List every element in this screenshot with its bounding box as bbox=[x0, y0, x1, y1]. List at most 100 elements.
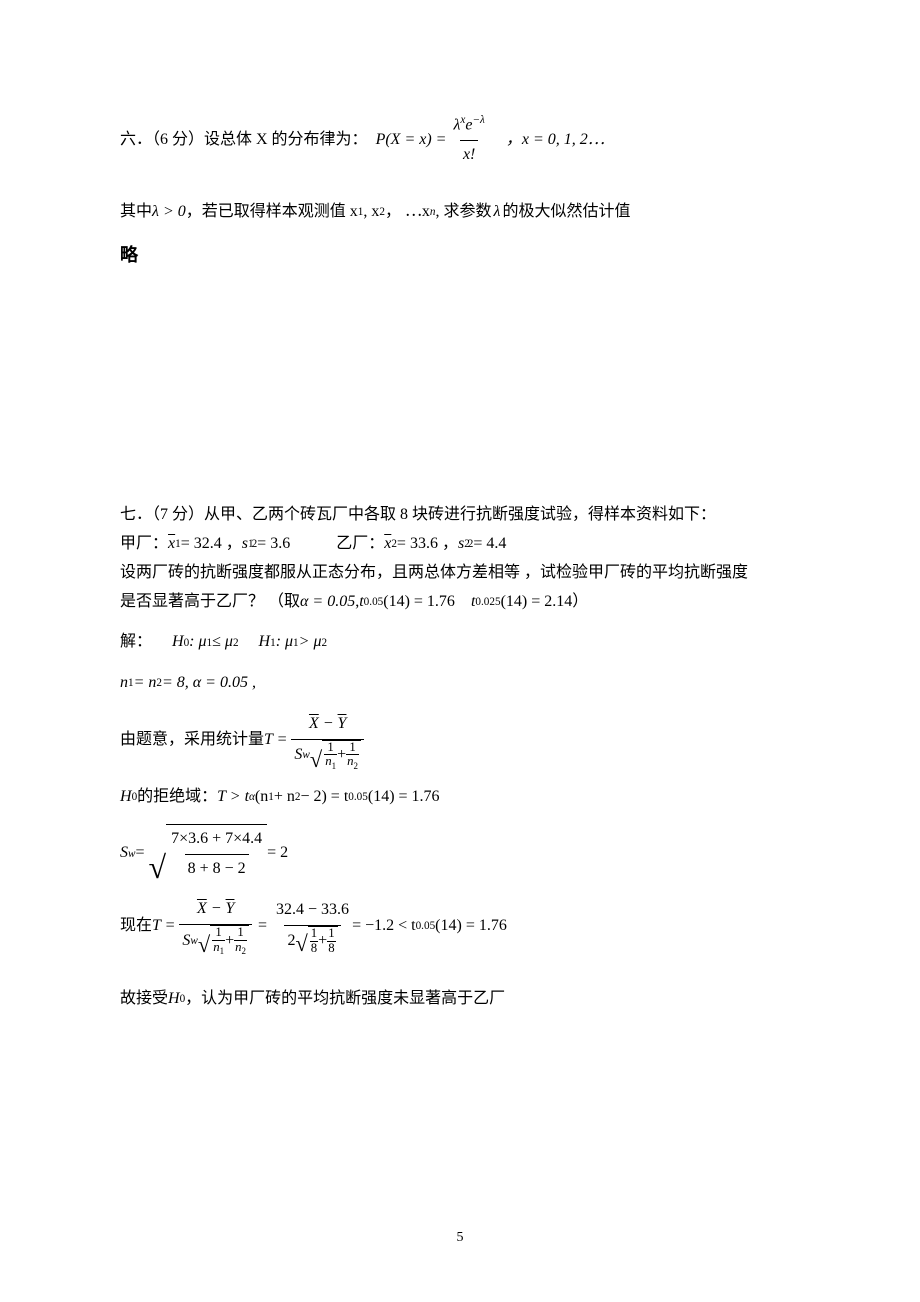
q7-t005sub: 0.05 bbox=[364, 592, 384, 612]
q7-Swsub2: w bbox=[128, 844, 135, 864]
q7-H0rsub: 0 bbox=[132, 787, 138, 807]
q7-sq1-n2: n bbox=[347, 754, 353, 768]
q7-sq1-1n2: 1 bbox=[348, 741, 356, 754]
q6-intro-b-b: ，若已取得样本观测值 x bbox=[186, 198, 358, 227]
q7-mu2a: 2 bbox=[233, 633, 239, 653]
q6-intro-b-e: , 求参数 bbox=[436, 198, 492, 227]
q7-final-t005: 0.05 bbox=[416, 916, 436, 936]
q7-sw-line: Sw = √ 7×3.6 + 7×4.4 8 + 8 − 2 = 2 bbox=[120, 824, 800, 884]
q7-stat-line: 由题意，采用统计量 T = X − Y Sw √ 1n1 + 1n2 bbox=[120, 710, 800, 771]
q7-conclude-b: ，认为甲厂砖的平均抗断强度未显著高于乙厂 bbox=[185, 985, 505, 1014]
q7-rt005: 0.05 bbox=[348, 787, 368, 807]
q7-s2-eq: = 4.4 bbox=[473, 530, 506, 559]
q7-Swsub1: w bbox=[302, 745, 309, 765]
q7-intro: 七．（7 分）从甲、乙两个砖瓦厂中各取 8 块砖进行抗断强度试验，得样本资料如下… bbox=[120, 501, 800, 530]
q7-solve-label: 解： bbox=[120, 628, 152, 657]
q7-plus3: + bbox=[318, 927, 327, 956]
q6-intro-b-d: ， ⋯x bbox=[385, 198, 430, 227]
q7-sq2-n2s: 2 bbox=[242, 946, 246, 956]
q7-gt: > μ bbox=[299, 628, 322, 657]
q7-Ybar2: Y bbox=[226, 900, 235, 917]
q7-minus2: − bbox=[207, 900, 226, 917]
q7-H1: H bbox=[259, 628, 271, 657]
q7-now: 现在 bbox=[120, 912, 152, 941]
q7-Xbar2: X bbox=[197, 900, 207, 917]
page: 六．（6 分）设总体 X 的分布律为： P(X = x) = λxe−λ x! … bbox=[0, 0, 920, 1302]
q7-H0body: : μ bbox=[189, 628, 206, 657]
q7-x2-eq: = 33.6 ， bbox=[397, 530, 458, 559]
q7-reject-c: + n bbox=[274, 783, 295, 812]
q7-H0sub: 0 bbox=[184, 633, 190, 653]
q7-le: ≤ μ bbox=[212, 628, 233, 657]
q7-sw-den: 8 + 8 − 2 bbox=[185, 854, 249, 884]
q7-calc-num2: 32.4 − 33.6 bbox=[273, 896, 352, 925]
q7-Ybar: Y bbox=[338, 715, 347, 732]
q7-sq2-n2: n bbox=[235, 940, 241, 954]
q7-final-tail: (14) = 1.76 bbox=[435, 912, 507, 941]
q7-reject-d: − 2) = t bbox=[300, 783, 348, 812]
q7-Swsub3: w bbox=[190, 931, 197, 951]
q7-numfrac: 32.4 − 33.6 2 √ 18 + 18 bbox=[273, 896, 352, 956]
q6-line2: 其中 λ > 0 ，若已取得样本观测值 x1 , x2 ， ⋯xn , 求参数 … bbox=[120, 198, 800, 227]
q7-x1-eq: = 32.4 ， bbox=[181, 530, 242, 559]
q7-H1body: : μ bbox=[276, 628, 293, 657]
q7-calc-line: 现在 T = X − Y Sw √ 1n1 + 1n2 = 32.4 bbox=[120, 895, 800, 956]
q7-jia-label: 甲厂： bbox=[120, 530, 168, 559]
q7-sw-num: 7×3.6 + 7×4.4 bbox=[168, 825, 265, 854]
q7-H1sub: 1 bbox=[270, 633, 276, 653]
q7-plus2: + bbox=[225, 927, 234, 956]
q7-s2sup: 2 bbox=[468, 534, 474, 554]
q7-sqrt3: √ 18 + 18 bbox=[295, 926, 337, 956]
q7-H0: H bbox=[172, 628, 184, 657]
q7-n1sub: 1 bbox=[128, 673, 134, 693]
q7-reject-line: H0 的拒绝域： T > tα (n1 + n2 − 2) = t0.05 (1… bbox=[120, 783, 800, 812]
q7-yi-label: 乙厂： bbox=[336, 530, 384, 559]
q6-lambda: λ bbox=[494, 198, 501, 227]
q7-minus1: − bbox=[319, 715, 338, 732]
q7-T-frac2: X − Y Sw √ 1n1 + 1n2 bbox=[179, 895, 252, 956]
q7-t005arg: (14) = 1.76 bbox=[383, 588, 455, 617]
q7-sq2-n1: n bbox=[213, 940, 219, 954]
q7-hypotheses: 解： H0 : μ1 ≤ μ2 H1 : μ1 > μ2 bbox=[120, 628, 800, 657]
q7-x1bar-sub: 1 bbox=[175, 534, 181, 554]
q7-data-line: 甲厂： x1 = 32.4 ， s12 = 3.6 乙厂： x2 = 33.6 … bbox=[120, 530, 800, 559]
q7-mu2b: 2 bbox=[321, 633, 327, 653]
q6-lambda-cond: λ > 0 bbox=[152, 198, 186, 227]
q7-cond-b-post: ） bbox=[572, 588, 588, 617]
q7-sw-sqrt: √ 7×3.6 + 7×4.4 8 + 8 − 2 bbox=[149, 824, 268, 884]
q7-conclude-a: 故接受 bbox=[120, 985, 168, 1014]
q7-sq2-n1s: 1 bbox=[220, 946, 224, 956]
q7-T-eq2: T = bbox=[152, 912, 175, 941]
q7-eight1: 8 bbox=[310, 941, 318, 955]
q7-sqrt1: √ 1n1 + 1n2 bbox=[310, 740, 361, 771]
q7-sq1-1n: 1 bbox=[326, 741, 334, 754]
q7-H0c: H bbox=[168, 985, 180, 1014]
q7-s1sup: 2 bbox=[252, 534, 258, 554]
q7-cond-b: 是否显著高于乙厂？ （取 α = 0.05 , t0.05(14) = 1.76… bbox=[120, 588, 800, 617]
q7-reject-ineq: T > t bbox=[217, 783, 249, 812]
q6-fraction: λxe−λ x! bbox=[450, 110, 487, 170]
q6-sub1: 1 bbox=[358, 202, 364, 222]
q7-s1-eq: = 3.6 bbox=[257, 530, 290, 559]
q6-sub2: 2 bbox=[379, 202, 385, 222]
q6-answer: 略 bbox=[120, 239, 800, 271]
q6-num-exp: x bbox=[460, 114, 465, 126]
q7-Sw2: S bbox=[120, 839, 128, 868]
q7-sq1-n2s: 2 bbox=[354, 761, 358, 771]
q7-T-eq: T = bbox=[264, 726, 287, 755]
q7-n1: n bbox=[120, 669, 128, 698]
q7-n-rest: = 8, α = 0.05 , bbox=[162, 669, 256, 698]
q7-eight2: 8 bbox=[327, 941, 335, 955]
q7-T-frac: X − Y Sw √ 1n1 + 1n2 bbox=[291, 710, 364, 771]
q7-x1bar: x bbox=[168, 530, 175, 559]
q7-reject-b: (n bbox=[255, 783, 268, 812]
q7-sw-result: = 2 bbox=[267, 839, 288, 868]
q7-sq1-n1s: 1 bbox=[332, 761, 336, 771]
q7-t0025arg: (14) = 2.14 bbox=[501, 588, 573, 617]
q7-Sw-eq: = bbox=[135, 839, 144, 868]
q7-alpha-sub: α bbox=[249, 787, 255, 807]
q7-sqrt2: √ 1n1 + 1n2 bbox=[198, 925, 249, 956]
q7-rn1: 1 bbox=[268, 787, 274, 807]
q7-plus1: + bbox=[337, 741, 346, 770]
q7-H0r: H bbox=[120, 783, 132, 812]
